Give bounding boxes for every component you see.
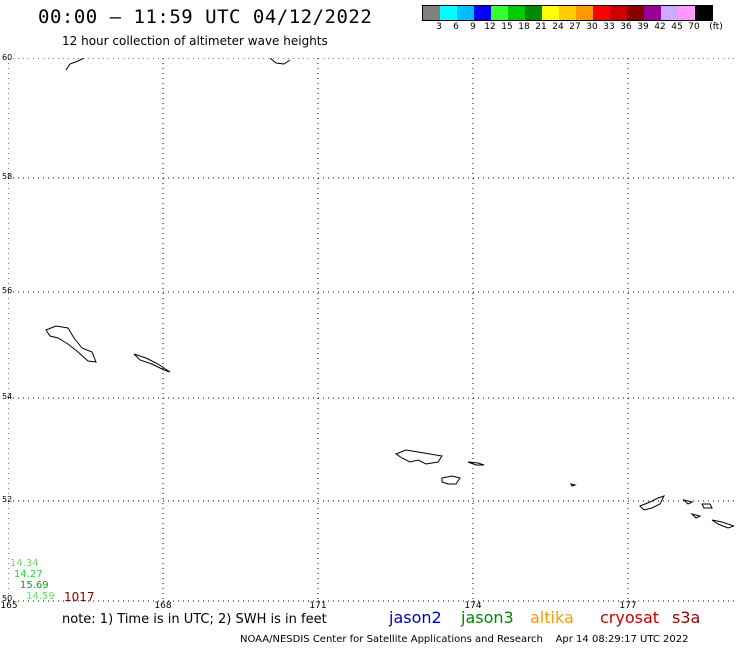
wave-reading: 1017 bbox=[64, 590, 95, 604]
colorbar-swatch bbox=[559, 6, 576, 20]
colorbar-swatch bbox=[440, 6, 457, 20]
colorbar-swatch bbox=[593, 6, 610, 20]
graticule-grid bbox=[8, 58, 734, 602]
lat-label-58: 58 bbox=[2, 172, 13, 181]
colorbar-swatch bbox=[661, 6, 678, 20]
colorbar-swatch bbox=[423, 6, 440, 20]
colorbar-label: 9 bbox=[470, 22, 476, 32]
island-amchitka bbox=[711, 519, 734, 529]
lat-label-60: 60 bbox=[2, 53, 13, 62]
coast-north-mid bbox=[269, 58, 291, 65]
satellite-jason2: jason2 bbox=[389, 608, 442, 627]
wave-reading: 14.59 bbox=[26, 591, 55, 602]
lon-label-168: 168 bbox=[154, 601, 172, 611]
colorbar-label: 39 bbox=[637, 22, 649, 32]
satellite-altika: altika bbox=[530, 608, 574, 627]
colorbar-label: 42 bbox=[654, 22, 666, 32]
colorbar-label: 6 bbox=[453, 22, 459, 32]
footer-organization: NOAA/NESDIS Center for Satellite Applica… bbox=[240, 634, 543, 645]
colorbar-swatch bbox=[695, 6, 712, 20]
colorbar-label: 15 bbox=[501, 22, 513, 32]
island-kiska bbox=[639, 495, 665, 511]
lon-label-165: 165 bbox=[0, 601, 18, 611]
colorbar-label: (ft) bbox=[709, 22, 723, 32]
colorbar-label: 27 bbox=[569, 22, 581, 32]
island-little-kiska bbox=[682, 499, 694, 505]
colorbar-label: 18 bbox=[518, 22, 530, 32]
colorbar-label: 45 bbox=[671, 22, 683, 32]
colorbar-label: 24 bbox=[552, 22, 564, 32]
colorbar-swatch bbox=[610, 6, 627, 20]
colorbar-swatch bbox=[542, 6, 559, 20]
islet-2 bbox=[701, 503, 713, 509]
lon-label-177: 177 bbox=[619, 601, 637, 611]
satellite-cryosat: cryosat bbox=[600, 608, 660, 627]
lon-label-171: 171 bbox=[309, 601, 327, 611]
colorbar-labels: 3 6 9 12 15 18 21 24 27 30 33 36 39 42 45 70 (ft) bbox=[422, 22, 740, 34]
wave-height-colorbar bbox=[422, 5, 713, 21]
colorbar-label: 21 bbox=[535, 22, 547, 32]
islet-1 bbox=[570, 483, 577, 487]
colorbar-label: 33 bbox=[603, 22, 615, 32]
island-medny bbox=[133, 353, 171, 373]
chart-title: 00:00 – 11:59 UTC 04/12/2022 bbox=[38, 6, 373, 28]
island-attu bbox=[394, 449, 443, 465]
colorbar-label: 12 bbox=[484, 22, 496, 32]
footer-timestamp: Apr 14 08:29:17 UTC 2022 bbox=[555, 634, 689, 645]
note-text: note: 1) Time is in UTC; 2) SWH is in fe… bbox=[62, 612, 327, 627]
island-bering bbox=[45, 325, 97, 363]
colorbar-swatch bbox=[491, 6, 508, 20]
coast-north-left bbox=[65, 58, 85, 71]
lat-label-54: 54 bbox=[2, 392, 13, 401]
colorbar-swatch bbox=[627, 6, 644, 20]
colorbar-swatch bbox=[678, 6, 695, 20]
colorbar-swatch bbox=[644, 6, 661, 20]
colorbar-swatch bbox=[576, 6, 593, 20]
colorbar-swatch bbox=[474, 6, 491, 20]
island-segula bbox=[690, 513, 702, 519]
colorbar-label: 36 bbox=[620, 22, 632, 32]
colorbar-label: 70 bbox=[688, 22, 700, 32]
chart-subtitle: 12 hour collection of altimeter wave hei… bbox=[62, 34, 328, 48]
coastlines bbox=[45, 58, 734, 529]
colorbar-swatch bbox=[508, 6, 525, 20]
footer-credit: NOAA/NESDIS Center for Satellite Applica… bbox=[240, 634, 689, 645]
colorbar-swatch bbox=[525, 6, 542, 20]
lon-label-174: 174 bbox=[464, 601, 482, 611]
satellite-jason3: jason3 bbox=[461, 608, 514, 627]
island-agattu bbox=[441, 475, 461, 485]
wave-reading: 14.34 bbox=[10, 558, 39, 569]
colorbar-label: 30 bbox=[586, 22, 598, 32]
lat-label-56: 56 bbox=[2, 286, 13, 295]
lat-label-50: 50 bbox=[2, 594, 13, 603]
island-semichi bbox=[467, 461, 485, 466]
colorbar-swatch bbox=[457, 6, 474, 20]
satellite-s3a: s3a bbox=[672, 608, 701, 627]
wave-reading: 14.27 bbox=[14, 569, 43, 580]
colorbar-label: 3 bbox=[436, 22, 442, 32]
altimeter-map bbox=[8, 58, 734, 602]
lat-label-52: 52 bbox=[2, 495, 13, 504]
wave-reading: 15.69 bbox=[20, 580, 49, 591]
